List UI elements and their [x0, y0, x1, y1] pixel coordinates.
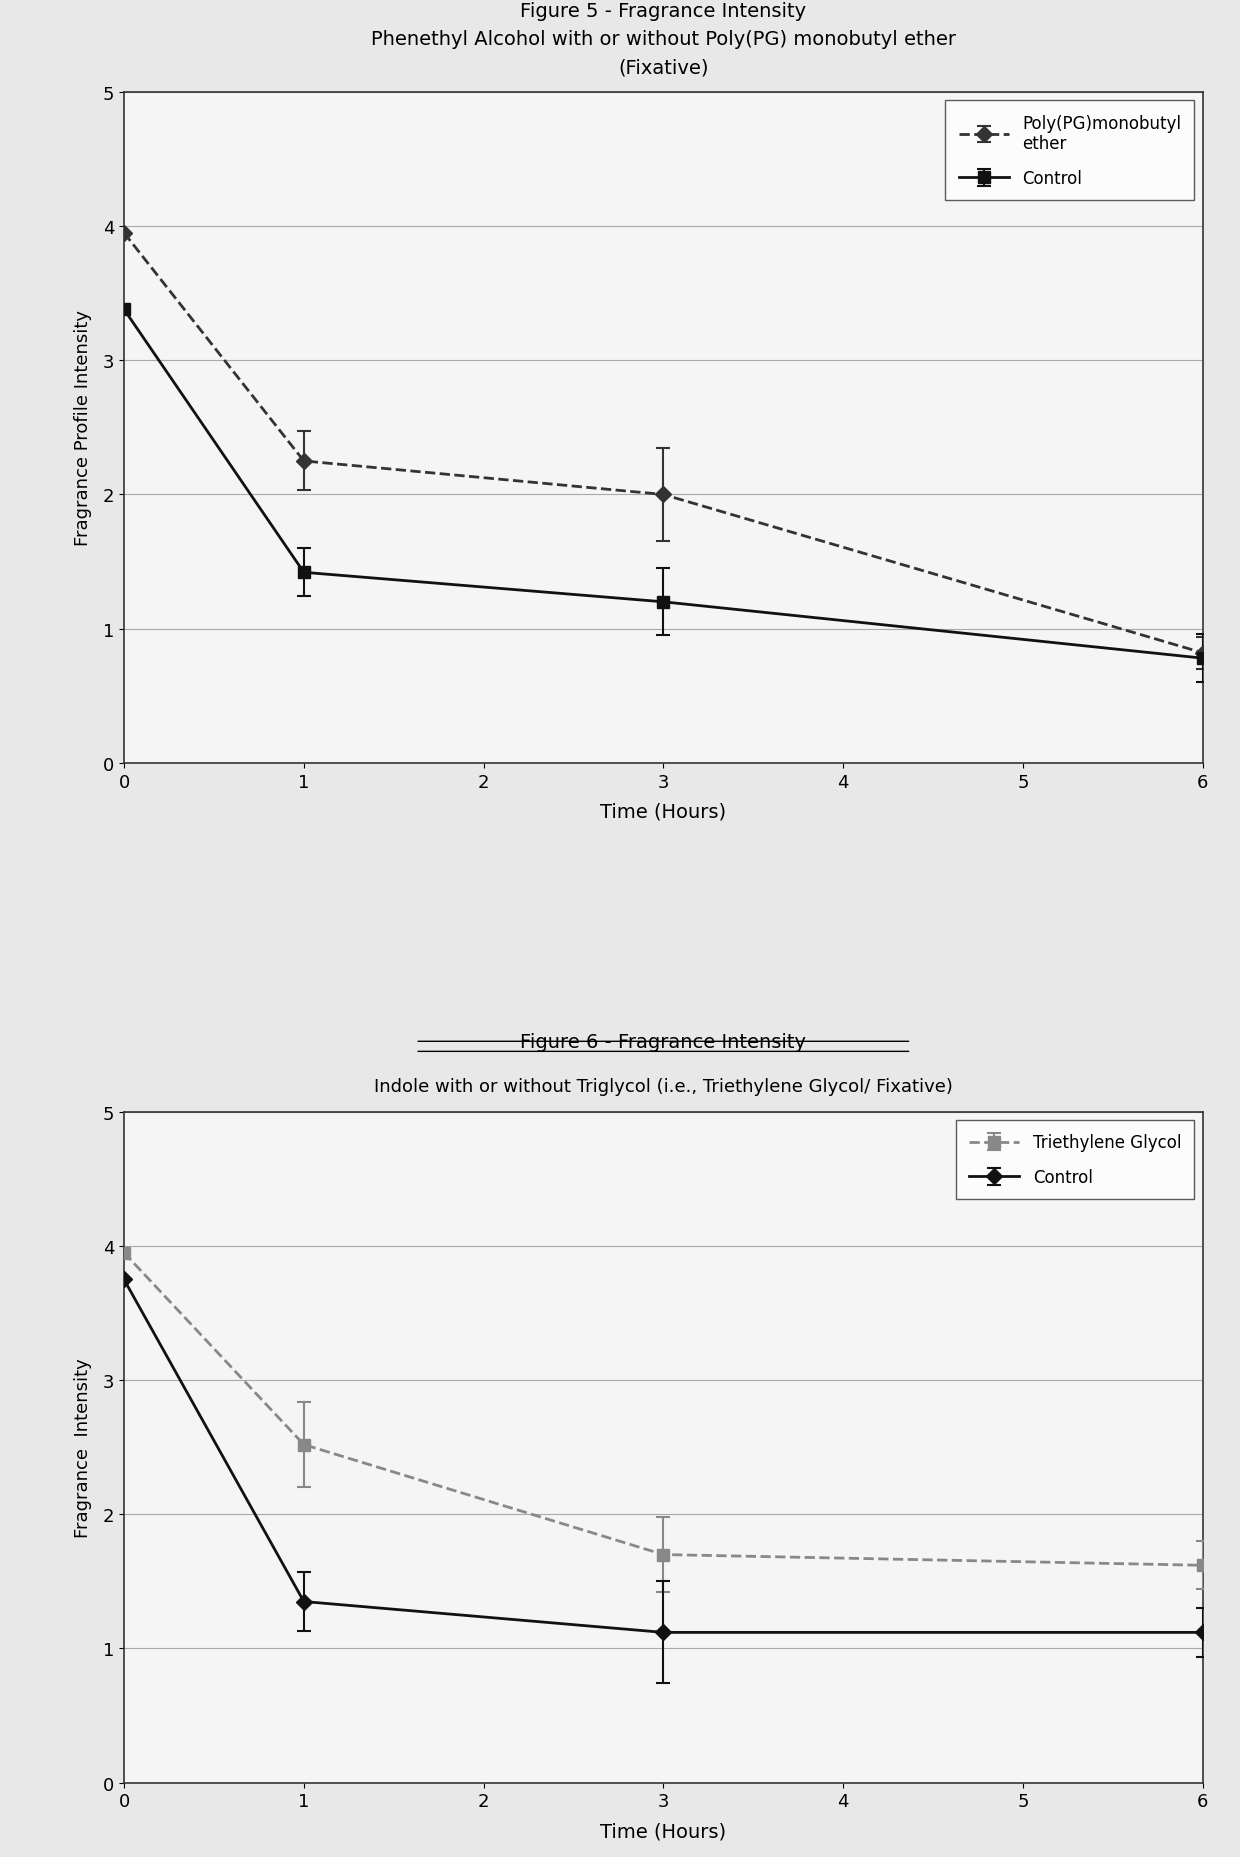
- Y-axis label: Fragrance Profile Intensity: Fragrance Profile Intensity: [73, 310, 92, 546]
- Legend: Triethylene Glycol, Control: Triethylene Glycol, Control: [956, 1120, 1194, 1200]
- Y-axis label: Fragrance  Intensity: Fragrance Intensity: [73, 1357, 92, 1538]
- Text: Figure 6 - Fragrance Intensity: Figure 6 - Fragrance Intensity: [521, 1032, 806, 1051]
- Text: Indole with or without Triglycol (i.e., Triethylene Glycol/ Fixative): Indole with or without Triglycol (i.e., …: [374, 1077, 952, 1096]
- X-axis label: Time (Hours): Time (Hours): [600, 1822, 727, 1840]
- Legend: Poly(PG)monobutyl
ether, Control: Poly(PG)monobutyl ether, Control: [945, 100, 1194, 201]
- X-axis label: Time (Hours): Time (Hours): [600, 802, 727, 821]
- Title: Figure 5 - Fragrance Intensity
Phenethyl Alcohol with or without Poly(PG) monobu: Figure 5 - Fragrance Intensity Phenethyl…: [371, 2, 956, 78]
